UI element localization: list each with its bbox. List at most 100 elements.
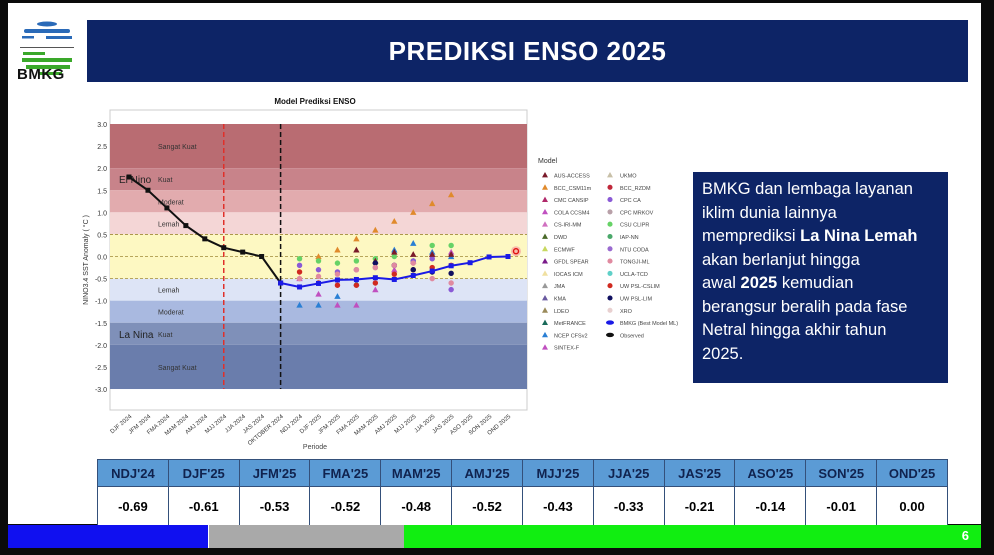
- legend-label: TONGJI-ML: [620, 260, 650, 266]
- bmkg-point: [429, 268, 435, 274]
- table-header-cell: ASO'25: [734, 459, 807, 487]
- model-point: [353, 258, 360, 264]
- highlight-glow: [511, 246, 521, 257]
- bmkg-logo: [20, 21, 74, 75]
- band-6: [110, 300, 527, 323]
- model-point: [334, 246, 341, 253]
- bmkg-point: [297, 284, 303, 290]
- y-tick-label: -2.0: [95, 343, 107, 350]
- table-header-cell: MAM'25: [380, 459, 453, 487]
- model-point: [353, 301, 360, 308]
- model-point: [372, 264, 379, 271]
- legend-marker: [607, 184, 613, 190]
- info-line: 2025.: [702, 344, 744, 363]
- table-value-cell: -0.52: [451, 486, 523, 527]
- y-tick-label: 3.0: [97, 122, 107, 129]
- legend-label: IOCAS ICM: [554, 272, 583, 278]
- info-line: iklim dunia lainnya: [702, 203, 837, 222]
- y-tick-label: 2.0: [97, 166, 107, 173]
- model-point: [334, 293, 341, 299]
- model-point: [296, 275, 303, 282]
- legend-label: CS-IRI-MM: [554, 223, 582, 229]
- band-label: Kuat: [158, 332, 172, 339]
- model-point: [429, 275, 435, 282]
- legend-marker: [542, 233, 548, 239]
- legend-label: JMA: [554, 284, 565, 290]
- legend-marker: [607, 283, 613, 289]
- table-header-cell: AMJ'25: [451, 459, 523, 487]
- model-point: [315, 258, 322, 264]
- legend-label: GFDL SPEAR: [554, 260, 589, 266]
- table-header-row: NDJ'24 DJF'25 JFM'25 FMA'25 MAM'25 AMJ'25 MJJ'…: [97, 459, 948, 487]
- table-header-cell: DJF'25: [167, 459, 240, 487]
- y-tick-label: 1.5: [97, 188, 107, 195]
- legend-label: IAP-NN: [620, 235, 639, 241]
- model-point: [315, 301, 322, 308]
- model-point: [334, 301, 341, 308]
- legend-title: Model: [538, 158, 558, 165]
- table-header-cell: SON'25: [805, 459, 878, 487]
- model-point: [315, 267, 322, 273]
- legend-label: SINTEX-F: [554, 346, 580, 352]
- observed-point: [240, 249, 246, 255]
- model-point: [315, 253, 322, 260]
- table-value-cell: -0.69: [97, 486, 169, 527]
- legend-label: ECMWF: [554, 247, 575, 253]
- model-point: [315, 273, 322, 280]
- la-nina-label: La Nina: [119, 330, 154, 341]
- legend-marker: [542, 221, 548, 227]
- table-header-cell: JAS'25: [663, 459, 736, 487]
- table-value-cell: -0.21: [663, 486, 736, 527]
- legend-marker: [607, 233, 613, 240]
- legend-marker: [542, 184, 548, 190]
- band-label: Lemah: [158, 288, 180, 295]
- y-tick-label: 0.0: [97, 255, 107, 262]
- y-tick-label: -2.5: [95, 365, 107, 372]
- legend-marker: [607, 172, 613, 178]
- band-label: Moderat: [158, 310, 184, 317]
- table-value-cell: -0.33: [592, 486, 665, 527]
- model-point: [429, 251, 436, 257]
- band-5: [110, 278, 527, 301]
- model-point: [353, 282, 360, 288]
- table-value-cell: -0.43: [521, 486, 594, 527]
- legend-marker: [607, 221, 613, 227]
- legend-marker: [607, 246, 613, 252]
- y-tick-label: 0.5: [97, 232, 107, 239]
- model-point: [353, 267, 360, 273]
- model-point: [296, 255, 303, 262]
- legend-label: CSU CLIPR: [620, 223, 649, 229]
- model-point: [296, 301, 303, 308]
- model-point: [391, 248, 398, 255]
- logo-text: BMKG: [17, 66, 65, 83]
- model-point: [353, 235, 360, 242]
- model-point: [429, 242, 435, 249]
- legend-marker: [607, 307, 613, 313]
- footer-bar-green: 6: [404, 525, 981, 548]
- model-point: [391, 271, 398, 277]
- bmkg-point: [278, 280, 284, 286]
- legend-marker: [542, 270, 548, 276]
- band-label: Kuat: [158, 177, 172, 184]
- legend-marker: [542, 319, 548, 325]
- observed-point: [259, 254, 265, 260]
- legend-label: CMC CANSIP: [554, 198, 589, 204]
- legend-label: DWD: [554, 235, 567, 241]
- model-point: [315, 290, 322, 297]
- legend-marker: [542, 282, 548, 289]
- legend-marker: [542, 344, 548, 350]
- legend-marker: [606, 332, 614, 338]
- legend-label: LDEO: [554, 309, 570, 315]
- legend-label: Observed: [620, 333, 644, 339]
- legend-label: COLA CCSM4: [554, 210, 589, 216]
- observed-point: [183, 223, 189, 229]
- legend-marker: [542, 245, 548, 252]
- band-1: [110, 168, 527, 191]
- y-tick-label: -1.5: [95, 321, 107, 328]
- model-point: [447, 251, 455, 257]
- model-point: [296, 269, 303, 275]
- legend-marker: [606, 320, 614, 325]
- legend-marker: [542, 196, 548, 202]
- table-row: -0.69 -0.61 -0.53 -0.52 -0.48 -0.52 -0.43 -0.33…: [97, 486, 948, 527]
